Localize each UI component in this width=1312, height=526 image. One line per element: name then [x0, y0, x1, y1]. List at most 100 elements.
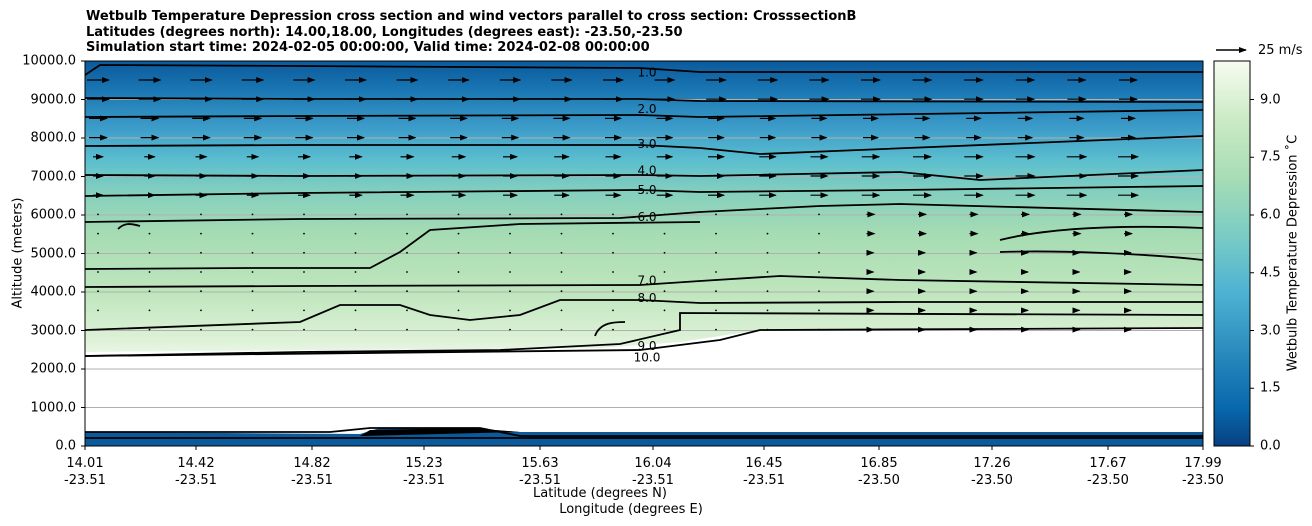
contour-label: 7.0 — [637, 273, 656, 287]
wind-vector — [354, 290, 357, 293]
wind-vector — [251, 271, 254, 273]
colorbar-tick-label: 1.5 — [1260, 380, 1281, 396]
wind-vector — [457, 213, 460, 216]
wind-vector — [663, 251, 666, 254]
x-tick-label: 17.26 -23.50 — [971, 455, 1013, 489]
wind-vector — [251, 232, 254, 235]
x-tick-lon: -23.51 — [632, 473, 674, 488]
colorbar-tick-label: 9.0 — [1260, 92, 1281, 107]
y-tick-label: 2000.0 — [30, 361, 77, 377]
x-tick-label: 14.42 -23.51 — [175, 455, 217, 489]
wind-vector — [663, 328, 666, 331]
wind-vector — [663, 232, 666, 235]
wind-vector — [509, 290, 511, 293]
wind-vector — [663, 213, 666, 216]
wind-vector — [148, 251, 151, 254]
wind-vector — [766, 290, 769, 293]
wind-vector — [303, 251, 305, 254]
contour-surface-cluster — [360, 428, 520, 436]
wind-vector — [509, 232, 511, 235]
colorbar-tick-label: 6.0 — [1260, 207, 1281, 223]
contour-label: 4.0 — [637, 164, 656, 178]
y-axis-label: Altitude (meters) — [10, 197, 26, 309]
contour-label: 1.0 — [637, 66, 656, 80]
wind-vector — [715, 251, 717, 254]
wind-vector — [354, 213, 357, 216]
wind-vector — [406, 290, 408, 293]
wind-vector — [715, 309, 717, 312]
wind-vector — [354, 309, 357, 312]
wind-vector — [715, 213, 717, 216]
contour-line — [594, 321, 626, 337]
contour-line — [84, 299, 1203, 331]
wind-vector — [663, 290, 666, 293]
y-tick-label: 0.0 — [55, 438, 76, 454]
wind-vector — [818, 328, 820, 331]
y-tick-label: 7000.0 — [30, 169, 77, 184]
wind-vector — [406, 251, 408, 254]
x-tick-label: 17.99 -23.50 — [1182, 455, 1224, 489]
field-surface-band — [85, 428, 1203, 446]
wind-vector — [251, 251, 254, 254]
y-tick-label: 9000.0 — [30, 92, 77, 107]
wind-vector — [612, 309, 614, 312]
wind-vector — [612, 290, 614, 293]
wind-vector — [457, 309, 460, 312]
x-tick-lat: 16.85 — [860, 456, 898, 471]
x-tick-lon: -23.50 — [858, 473, 900, 488]
contour-line — [84, 109, 1204, 118]
wind-vector — [406, 213, 408, 216]
contour-line — [84, 203, 1204, 223]
wind-vector — [406, 271, 408, 273]
wind-vector — [509, 251, 511, 254]
contour-line — [84, 64, 1203, 76]
wind-vector — [251, 309, 254, 312]
y-tick-label: 4000.0 — [30, 284, 77, 300]
wind-vector — [200, 328, 202, 331]
x-tick-label: 16.04 -23.51 — [632, 455, 674, 489]
wind-vector — [818, 290, 820, 293]
wind-vector — [251, 213, 254, 216]
wind-vector — [818, 251, 820, 254]
wind-vector — [251, 328, 254, 331]
wind-vector — [663, 271, 666, 273]
wind-vector — [457, 271, 460, 273]
wind-vector — [148, 290, 151, 293]
wind-vector — [303, 290, 305, 293]
x-tick-lat: 15.23 — [405, 456, 443, 471]
x-tick-lon: -23.51 — [64, 473, 106, 488]
wind-vector — [818, 232, 820, 235]
plot-frame — [84, 60, 1204, 447]
wind-vector — [200, 251, 202, 254]
wind-vector — [97, 232, 99, 235]
contour-line — [117, 223, 141, 230]
wind-vector — [251, 290, 254, 293]
x-tick-label: 15.23 -23.51 — [403, 455, 445, 489]
contour-label: 6.0 — [637, 210, 656, 224]
wind-vector — [715, 271, 717, 273]
title-line-3: Simulation start time: 2024-02-05 00:00:… — [86, 40, 650, 55]
contour-label: 2.0 — [637, 102, 656, 116]
colorbar-tick-label: 0.0 — [1260, 438, 1281, 454]
wind-vector — [406, 328, 408, 331]
x-axis-label-secondary: Longitude (degrees E) — [559, 502, 703, 517]
x-tick-lat: 16.45 — [745, 456, 783, 471]
contour-line — [84, 135, 1204, 155]
contour-label: 8.0 — [637, 291, 656, 305]
wind-vector — [715, 290, 717, 293]
wind-vector — [148, 328, 151, 331]
title-line-1: Wetbulb Temperature Depression cross sec… — [86, 9, 857, 24]
wind-vector — [457, 290, 460, 293]
wind-vector — [560, 290, 563, 293]
wind-vector — [354, 232, 357, 235]
wind-vector — [766, 271, 769, 273]
contour-label: 5.0 — [637, 183, 656, 197]
wind-vector — [509, 213, 511, 216]
contour-labels: 1.0 2.0 3.0 4.0 5.0 6.0 7.0 8.0 9.010.0 — [634, 66, 661, 365]
quiver-key-label: 25 m/s — [1258, 43, 1303, 58]
x-tick-lat: 14.01 — [66, 456, 104, 471]
wind-vector — [97, 290, 99, 293]
wind-vector — [560, 271, 563, 273]
wind-vector — [457, 232, 460, 235]
